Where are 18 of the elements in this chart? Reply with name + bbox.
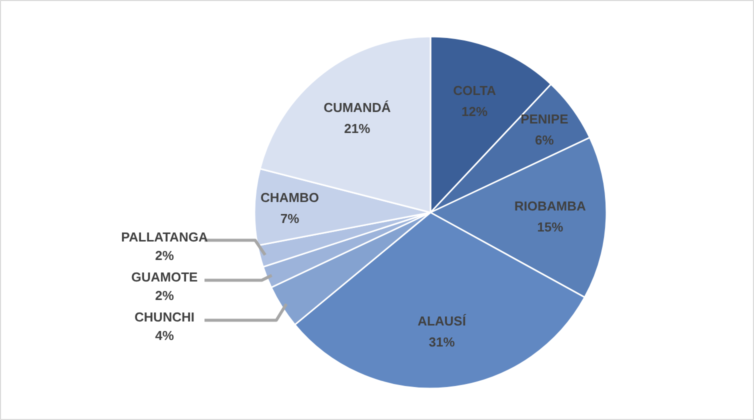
data-label: 7% <box>280 211 300 226</box>
slice-label: ALAUSÍ <box>418 314 466 329</box>
data-label: 15% <box>537 219 564 234</box>
data-label: 31% <box>428 334 456 350</box>
slice-label: RIOBAMBA <box>514 198 586 214</box>
data-label: 21% <box>344 120 371 136</box>
data-label: 2% <box>155 248 174 264</box>
slice-label: CHAMBO <box>260 190 320 206</box>
slice-label: COLTA <box>453 83 497 98</box>
slice-label: CHUNCHI <box>134 309 194 324</box>
data-label: 12% <box>462 104 488 120</box>
slice-label: PALLATANGA <box>121 229 208 244</box>
slice-label: CUMANDÁ <box>324 100 392 115</box>
data-label: 4% <box>155 328 174 344</box>
data-label: 2% <box>155 288 174 304</box>
slice-label: PENIPE <box>520 112 569 127</box>
data-label: 6% <box>535 132 554 148</box>
slice-label: GUAMOTE <box>131 269 198 284</box>
